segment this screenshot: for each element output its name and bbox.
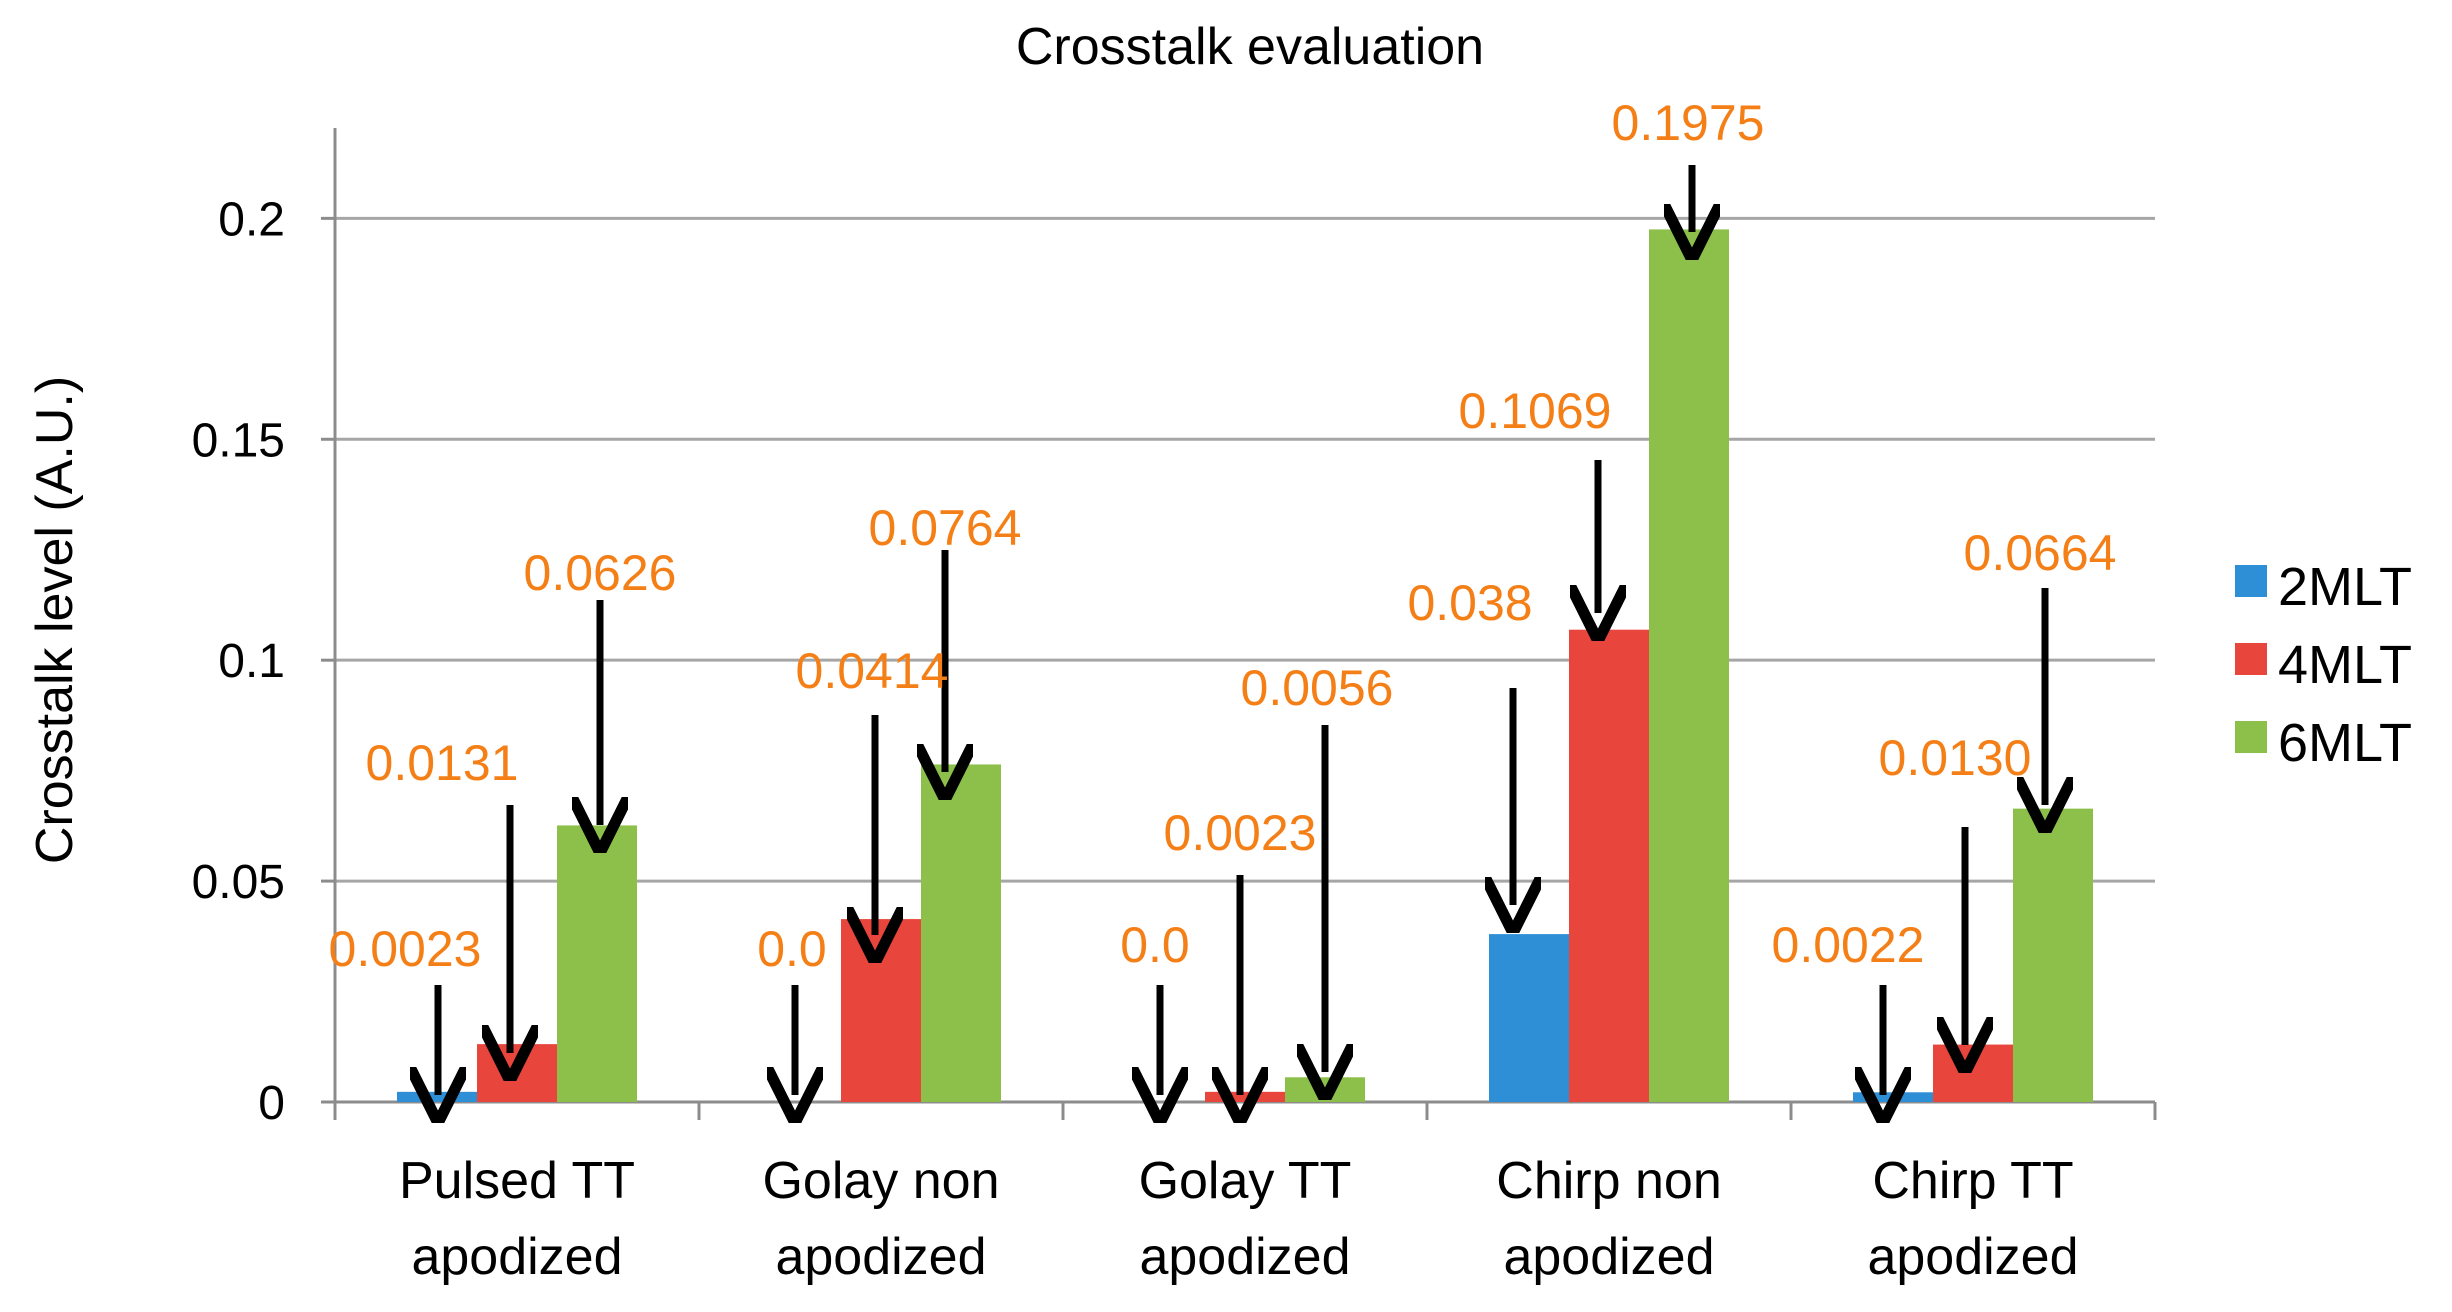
bars <box>397 229 2093 1103</box>
bar-6mlt <box>557 825 637 1102</box>
bar-4mlt <box>1569 629 1649 1102</box>
legend: 2MLT 4MLT 6MLT <box>2235 557 2412 773</box>
y-tick-label: 0.15 <box>192 414 285 467</box>
category-label: Pulsed TT <box>399 1152 635 1210</box>
bar-6mlt <box>1285 1077 1365 1102</box>
category-label: apodized <box>775 1228 986 1286</box>
legend-label: 6MLT <box>2278 713 2412 773</box>
y-axis-label: Crosstalk level (A.U.) <box>26 376 84 864</box>
data-label: 0.0056 <box>1241 660 1394 716</box>
legend-label: 4MLT <box>2278 635 2412 695</box>
data-label: 0.0023 <box>1164 805 1317 861</box>
category-label: Chirp TT <box>1872 1152 2073 1210</box>
data-label: 0.0022 <box>1772 917 1925 973</box>
legend-swatch-4mlt <box>2235 643 2267 675</box>
data-label: 0.0664 <box>1964 525 2117 581</box>
gridlines <box>335 216 2155 883</box>
category-label: apodized <box>1503 1228 1714 1286</box>
data-label: 0.0 <box>757 921 827 977</box>
data-labels: 0.0023 0.0131 0.0626 0.0 0.0414 0.0764 0.0 0.00… <box>329 95 2117 977</box>
bar-4mlt <box>477 1044 557 1102</box>
bar-6mlt <box>1649 229 1729 1103</box>
chart-title: Crosstalk evaluation <box>1016 18 1484 76</box>
y-tick-label: 0.05 <box>192 856 285 909</box>
data-label: 0.0023 <box>329 921 482 977</box>
category-label: apodized <box>1867 1228 2078 1286</box>
data-label: 0.1069 <box>1459 383 1612 439</box>
bar-2mlt <box>1489 934 1569 1102</box>
data-label: 0.0 <box>1120 917 1190 973</box>
category-labels: Pulsed TT apodized Golay non apodized Golay … <box>399 1152 2079 1286</box>
annotation-arrows <box>438 165 2045 1095</box>
data-label: 0.1975 <box>1612 95 1765 151</box>
y-tick-labels: 0 0.05 0.1 0.15 0.2 <box>192 193 285 1130</box>
data-label: 0.0131 <box>366 735 519 791</box>
bar-4mlt <box>1205 1091 1285 1102</box>
y-tick-label: 0.1 <box>218 635 285 688</box>
y-tick-label: 0.2 <box>218 193 285 246</box>
legend-label: 2MLT <box>2278 557 2412 617</box>
category-label: Chirp non <box>1496 1152 1721 1210</box>
category-label: apodized <box>1139 1228 1350 1286</box>
bar-6mlt <box>921 764 1001 1102</box>
category-label: Golay non <box>762 1152 999 1210</box>
data-label: 0.0130 <box>1879 730 2032 786</box>
bar-2mlt <box>1853 1092 1933 1102</box>
data-label: 0.0414 <box>796 643 949 699</box>
data-label: 0.0626 <box>524 545 677 601</box>
data-label: 0.038 <box>1407 575 1532 631</box>
category-label: Golay TT <box>1139 1152 1352 1210</box>
bar-4mlt <box>1933 1044 2013 1102</box>
y-tick-label: 0 <box>258 1077 285 1130</box>
data-label: 0.0764 <box>869 500 1022 556</box>
bar-6mlt <box>2013 808 2093 1102</box>
category-label: apodized <box>411 1228 622 1286</box>
legend-swatch-2mlt <box>2235 565 2267 597</box>
legend-swatch-6mlt <box>2235 721 2267 753</box>
bar-4mlt <box>841 919 921 1102</box>
